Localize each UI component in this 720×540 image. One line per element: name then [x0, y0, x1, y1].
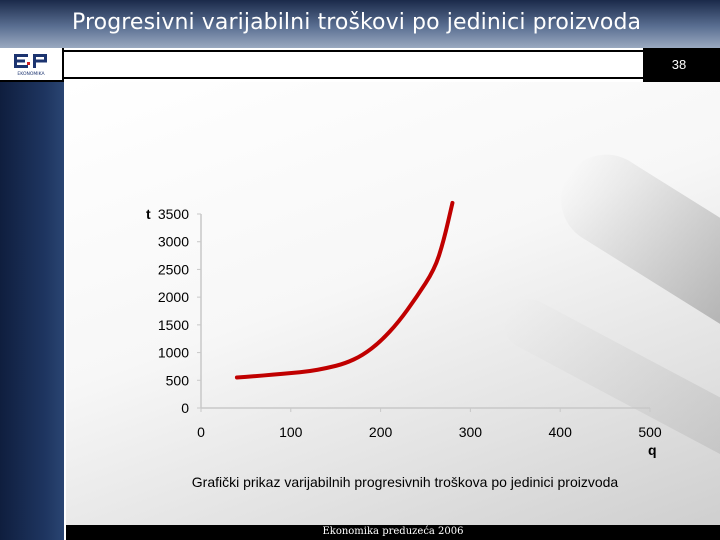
y-tick-label: 3000 — [158, 234, 189, 250]
y-tick-label: 1500 — [158, 317, 189, 333]
logo: EKONOMIKA — [0, 48, 64, 82]
ep-logo-icon: EKONOMIKA — [14, 54, 47, 77]
page-number-box: 38 — [643, 48, 720, 82]
y-tick-label: 2500 — [158, 261, 189, 277]
y-tick-label: 2000 — [158, 289, 189, 305]
cost-curve-line — [234, 200, 455, 380]
x-tick-label: 300 — [459, 424, 483, 440]
left-sidebar-band — [0, 82, 64, 540]
x-tick-label: 100 — [279, 424, 303, 440]
x-tick-label: 0 — [197, 424, 205, 440]
title-bar: Progresivni varijabilni troškovi po jedi… — [0, 0, 720, 48]
x-tick-label: 500 — [638, 424, 662, 440]
header-strip — [64, 50, 643, 79]
chart-caption: Grafički prikaz varijabilnih progresivni… — [191, 474, 619, 490]
footer-text: Ekonomika preduzeća 2006 — [322, 526, 464, 537]
logo-text: EKONOMIKA — [17, 71, 45, 77]
footer-bar: Ekonomika preduzeća 2006 — [66, 525, 720, 540]
slide-content — [66, 82, 720, 525]
x-tick-label: 400 — [549, 424, 573, 440]
y-axis-label: t — [146, 206, 151, 222]
x-tick-label: 200 — [369, 424, 393, 440]
y-tick-label: 3500 — [158, 206, 189, 222]
x-axis-label: q — [648, 442, 657, 458]
y-tick-label: 500 — [166, 372, 190, 388]
page-number: 38 — [671, 57, 687, 72]
y-tick-label: 1000 — [158, 345, 189, 361]
slide-title: Progresivni varijabilni troškovi po jedi… — [72, 10, 642, 35]
y-tick-label: 0 — [181, 400, 189, 416]
